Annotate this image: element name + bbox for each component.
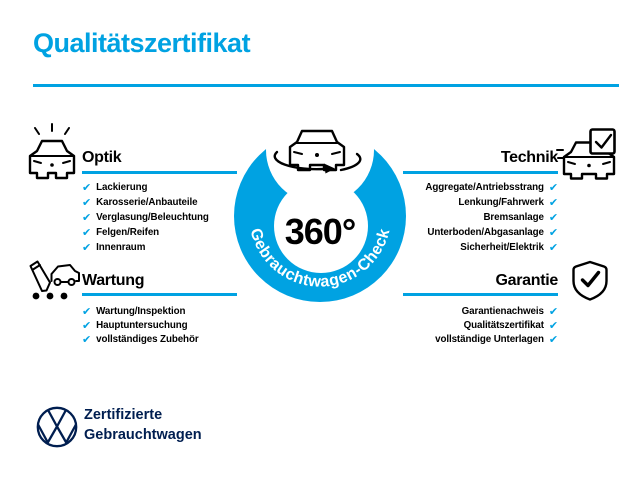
service-checklist-icon: [29, 260, 80, 300]
section-heading-wartung: Wartung: [82, 272, 145, 289]
brand-line-1: Zertifizierte: [84, 407, 163, 423]
check-icon: ✔: [548, 182, 558, 194]
checklist-item-label: Sicherheit/Elektrik: [460, 242, 544, 253]
check-icon: ✔: [548, 197, 558, 209]
check-icon: ✔: [548, 227, 558, 239]
check-icon: ✔: [548, 319, 558, 332]
check-icon: ✔: [82, 334, 92, 347]
checklist-item: ✔ Innenraum: [82, 240, 209, 255]
checklist-item: ✔ Karosserie/Anbauteile: [82, 195, 209, 210]
brand-line-2: Gebrauchtwagen: [84, 426, 202, 443]
checklist-item-label: Garantienachweis: [461, 305, 544, 317]
check-icon: ✔: [82, 242, 92, 254]
check-icon: ✔: [82, 182, 92, 194]
checklist-item: Qualitätszertifikat ✔: [348, 318, 559, 332]
section-underline-wartung: [82, 293, 237, 296]
checklist-item: ✔ Felgen/Reifen: [82, 225, 209, 240]
checklist-item-label: Aggregate/Antriebsstrang: [425, 182, 544, 193]
checklist-item: ✔ Verglasung/Beleuchtung: [82, 210, 209, 225]
check-icon: ✔: [82, 305, 92, 318]
section-heading-technik: Technik: [500, 149, 558, 166]
360-badge: Gebrauchtwagen-Check 360°: [234, 110, 406, 302]
section-underline-optik: [82, 171, 237, 174]
badge-center-label: 360°: [285, 211, 355, 252]
checklist-item: Unterboden/Abgasanlage ✔: [348, 225, 558, 240]
checklist-item-label: Wartung/Inspektion: [96, 305, 186, 317]
checklist-item-label: Qualitätszertifikat: [463, 319, 544, 331]
section-heading-optik: Optik: [82, 149, 122, 166]
garantie-checklist: Garantienachweis ✔ Qualitätszertifikat ✔…: [348, 304, 558, 347]
checklist-item-label: Verglasung/Beleuchtung: [96, 212, 209, 223]
checklist-item: Garantienachweis ✔: [348, 304, 558, 318]
checklist-item-label: Innenraum: [96, 242, 146, 253]
checklist-item: ✔ Lackierung: [82, 180, 209, 195]
shield-check-icon: [572, 260, 608, 301]
car-sparkle-icon: [28, 123, 76, 180]
checklist-item-label: Unterboden/Abgasanlage: [427, 227, 544, 238]
check-icon: ✔: [548, 212, 558, 224]
checklist-item: Sicherheit/Elektrik ✔: [348, 240, 558, 255]
check-icon: ✔: [548, 305, 558, 318]
checklist-item-label: vollständiges Zubehör: [96, 334, 199, 346]
wartung-checklist: ✔ Wartung/Inspektion ✔ Hauptuntersuchung…: [82, 304, 199, 347]
checklist-item-label: Karosserie/Anbauteile: [96, 197, 198, 208]
checklist-item: ✔ Hauptuntersuchung: [82, 318, 199, 332]
checklist-item: ✔ vollständiges Zubehör: [82, 333, 199, 347]
checklist-item: Lenkung/Fahrwerk ✔: [348, 195, 558, 210]
check-icon: ✔: [82, 319, 92, 332]
checklist-item-label: Lenkung/Fahrwerk: [458, 197, 544, 208]
section-heading-garantie: Garantie: [495, 272, 558, 289]
checklist-item-label: Felgen/Reifen: [96, 227, 160, 238]
optik-checklist: ✔ Lackierung ✔ Karosserie/Anbauteile ✔ V…: [82, 180, 209, 255]
section-underline-garantie: [403, 293, 558, 296]
checklist-item: Bremsanlage ✔: [348, 210, 558, 225]
technik-checklist: Aggregate/Antriebsstrang ✔ Lenkung/Fahrw…: [348, 180, 558, 255]
check-icon: ✔: [82, 227, 92, 239]
checklist-item-label: Hauptuntersuchung: [96, 319, 188, 331]
checklist-item-label: Bremsanlage: [483, 212, 544, 223]
checklist-item: Aggregate/Antriebsstrang ✔: [348, 180, 558, 195]
check-icon: ✔: [548, 334, 558, 347]
title-divider: [33, 84, 619, 87]
checklist-item-label: vollständige Unterlagen: [435, 334, 544, 346]
checklist-item: vollständige Unterlagen ✔: [348, 333, 558, 347]
check-icon: ✔: [82, 212, 92, 224]
car-check-icon: [556, 128, 616, 180]
check-icon: ✔: [82, 197, 92, 209]
checklist-item-label: Lackierung: [96, 182, 148, 193]
car-rotate-icon: [273, 129, 362, 174]
brand-wordmark: Zertifizierte Gebrauchtwagen: [84, 406, 202, 445]
page-title: Qualitätszertifikat: [33, 28, 251, 58]
checklist-item: ✔ Wartung/Inspektion: [82, 304, 199, 318]
vw-logo: [36, 406, 78, 448]
section-underline-technik: [403, 171, 558, 174]
check-icon: ✔: [548, 242, 558, 254]
